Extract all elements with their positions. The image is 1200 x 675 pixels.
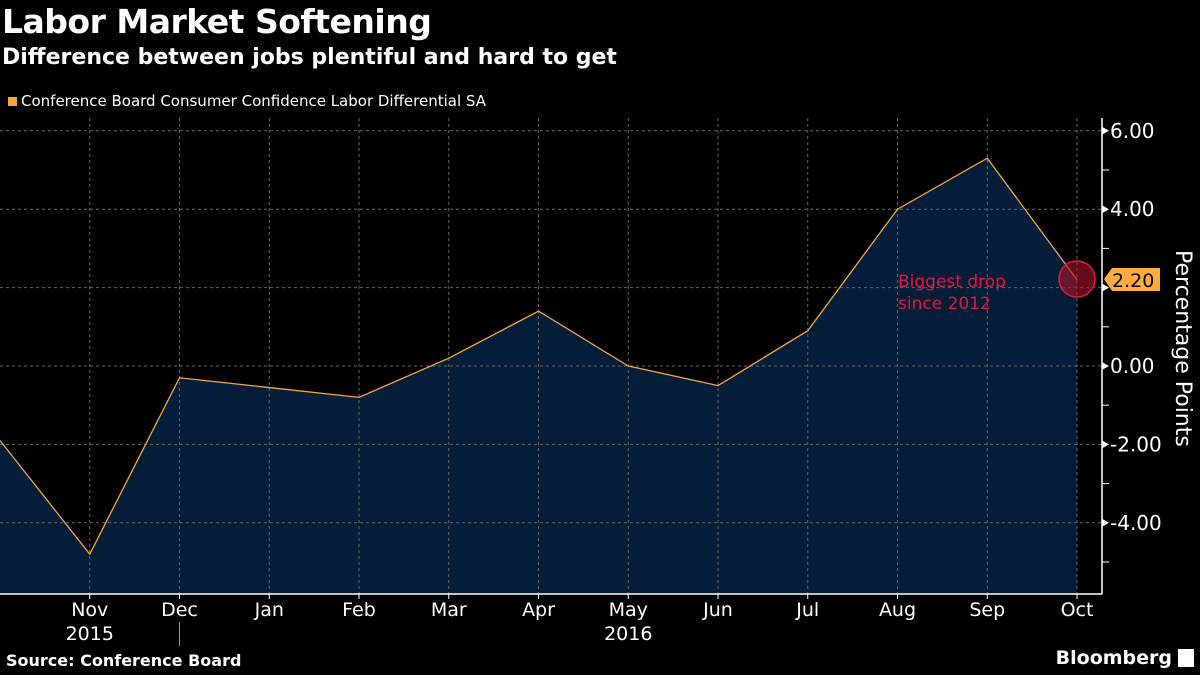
- y-tick-label: -4.00: [1110, 511, 1162, 535]
- y-tick-marker: [1102, 126, 1109, 135]
- y-tick-label: 4.00: [1110, 197, 1155, 221]
- gridlines-overlay: [0, 118, 1102, 594]
- logo-icon: [1178, 649, 1194, 667]
- y-tick-marker: [1102, 362, 1109, 370]
- y-tick-label: -2.00: [1110, 432, 1162, 456]
- x-tick-label: Feb: [342, 599, 376, 621]
- x-tick-label: Oct: [1061, 599, 1094, 621]
- annotation-line-2: since 2012: [898, 294, 991, 314]
- last-value-text: 2.20: [1112, 270, 1154, 292]
- axes: 6.004.002.000.00-2.00-4.00NovDecJanFebMa…: [0, 118, 1162, 646]
- chart-title: Labor Market Softening: [2, 2, 432, 41]
- y-axis-label: Percentage Points: [1170, 250, 1195, 447]
- y-tick-marker: [1102, 518, 1109, 527]
- x-tick-label: Nov: [71, 599, 108, 621]
- y-tick-label: 6.00: [1110, 119, 1155, 143]
- x-year-label: 2016: [604, 623, 652, 645]
- legend: Conference Board Consumer Confidence Lab…: [8, 92, 486, 110]
- y-tick-marker: [1102, 440, 1109, 449]
- x-tick-label: Jan: [254, 599, 284, 621]
- annotation-circle: [1058, 260, 1096, 298]
- y-tick-label: 0.00: [1110, 354, 1155, 378]
- bloomberg-logo: Bloomberg: [1056, 647, 1194, 669]
- y-tick-marker: [1102, 283, 1109, 292]
- x-tick-label: May: [609, 599, 648, 621]
- legend-label: Conference Board Consumer Confidence Lab…: [21, 92, 486, 110]
- y-tick-marker: [1102, 205, 1109, 214]
- logo-text: Bloomberg: [1055, 647, 1172, 669]
- x-tick-label: Dec: [161, 599, 198, 621]
- source-note: Source: Conference Board: [6, 651, 242, 670]
- x-tick-label: Sep: [969, 599, 1005, 621]
- x-tick-label: Apr: [522, 599, 555, 621]
- legend-swatch: [8, 96, 17, 106]
- chart-subtitle: Difference between jobs plentiful and ha…: [2, 45, 617, 70]
- annotation-line-1: Biggest drop: [898, 272, 1006, 292]
- x-tick-label: Jul: [795, 599, 819, 621]
- x-tick-label: Aug: [879, 599, 916, 621]
- x-tick-label: Jun: [702, 599, 733, 621]
- x-tick-label: Mar: [431, 599, 467, 621]
- last-value-label: 2.20: [1104, 268, 1160, 292]
- x-year-label: 2015: [66, 623, 114, 645]
